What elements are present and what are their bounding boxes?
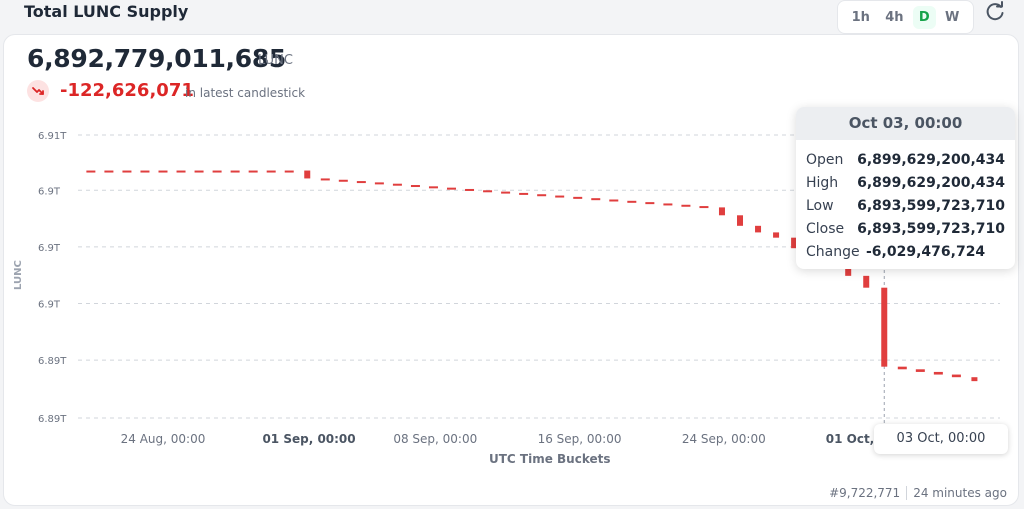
block-number: #9,722,771 [829, 486, 901, 500]
candle [755, 225, 762, 233]
tooltip-value: 6,899,629,200,434 [857, 174, 1005, 191]
candle [663, 203, 673, 206]
candle [86, 170, 96, 173]
tooltip-row-low: Low 6,893,599,723,710 [806, 194, 1005, 217]
candle [555, 195, 565, 198]
candle [284, 170, 294, 173]
y-tick-label: 6.9T [38, 186, 61, 197]
candle [428, 186, 438, 189]
candle [915, 369, 925, 372]
candle [176, 170, 186, 173]
candle [951, 374, 961, 378]
candle [863, 275, 870, 288]
candle [609, 199, 619, 202]
candle [104, 170, 114, 173]
tooltip-value: 6,893,599,723,710 [857, 197, 1005, 214]
x-tick-label: 24 Aug, 00:00 [121, 432, 206, 446]
candle [122, 170, 132, 173]
candle [645, 202, 655, 205]
candle [158, 170, 168, 173]
candle [791, 237, 798, 249]
candle [338, 179, 348, 182]
candle [374, 182, 384, 185]
tooltip-label: Change [806, 243, 860, 260]
candle [537, 194, 547, 197]
tooltip-label: Open [806, 151, 844, 168]
trend-down-icon [27, 80, 49, 102]
supply-change-value: -122,626,071 [60, 80, 194, 101]
candle [627, 200, 637, 203]
tooltip-label: Low [806, 197, 834, 214]
y-tick-label: 6.89T [38, 356, 67, 367]
y-tick-label: 6.9T [38, 299, 61, 310]
tooltip-row-high: High 6,899,629,200,434 [806, 171, 1005, 194]
candle [410, 185, 420, 188]
tooltip-value: -6,029,476,724 [866, 243, 986, 260]
last-updated: 24 minutes ago [913, 486, 1007, 500]
candle [773, 232, 780, 238]
refresh-icon[interactable] [984, 1, 1006, 23]
candle-tooltip: Oct 03, 00:00 Open 6,899,629,200,434 Hig… [796, 107, 1015, 269]
candle [304, 170, 311, 179]
total-supply-value: 6,892,779,011,685 [27, 44, 287, 73]
candle [483, 190, 493, 193]
candle [140, 170, 150, 173]
candle [248, 170, 258, 173]
tooltip-row-change: Change -6,029,476,724 [806, 240, 1005, 263]
candle [737, 215, 744, 226]
chart-title: Total LUNC Supply [24, 2, 189, 21]
interval-4h-button[interactable]: 4h [885, 9, 904, 25]
candle [933, 371, 943, 375]
supply-unit: LUNC [258, 53, 293, 68]
interval-d-button[interactable]: D [912, 5, 936, 29]
y-tick-label: 6.9T [38, 243, 61, 254]
y-tick-label: 6.91T [38, 131, 67, 142]
x-tick-label: 01 Oct, [826, 432, 875, 446]
candle [230, 170, 240, 173]
candle [681, 204, 691, 207]
x-tick-label: 16 Sep, 00:00 [538, 432, 622, 446]
tooltip-label: Close [806, 220, 845, 237]
tooltip-value: 6,899,629,200,434 [857, 151, 1005, 168]
interval-1h-button[interactable]: 1h [851, 9, 870, 25]
candle [881, 287, 888, 367]
candle [699, 206, 709, 209]
tooltip-value: 6,893,599,723,710 [857, 220, 1005, 237]
candle [591, 198, 601, 201]
candle [266, 170, 276, 173]
x-axis-label: UTC Time Buckets [489, 452, 611, 466]
x-tick-label: 01 Sep, 00:00 [262, 432, 355, 446]
tooltip-row-open: Open 6,899,629,200,434 [806, 148, 1005, 171]
candle [845, 265, 852, 276]
y-tick-label: 6.89T [38, 414, 67, 425]
tooltip-date: Oct 03, 00:00 [796, 107, 1015, 140]
candle [212, 170, 222, 173]
tooltip-label: High [806, 174, 839, 191]
candle [897, 366, 907, 370]
candle [356, 181, 366, 184]
candle [392, 183, 402, 186]
supply-change-note: in latest candlestick [185, 86, 306, 100]
candle [194, 170, 204, 173]
interval-selector: 1h 4h D W [837, 0, 974, 34]
candle [573, 196, 583, 199]
candle [971, 377, 978, 382]
y-axis-label: LUNC [13, 260, 24, 290]
candle [320, 178, 330, 181]
x-tick-label: 24 Sep, 00:00 [682, 432, 766, 446]
candle [501, 191, 511, 194]
candle [447, 187, 457, 190]
chart-footer: #9,722,771 24 minutes ago [829, 486, 1007, 500]
crosshair-date-label: 03 Oct, 00:00 [874, 424, 1008, 454]
x-tick-label: 08 Sep, 00:00 [393, 432, 477, 446]
candle [519, 192, 529, 195]
candle [718, 207, 725, 216]
interval-w-button[interactable]: W [944, 9, 960, 25]
footer-divider [906, 486, 908, 500]
tooltip-row-close: Close 6,893,599,723,710 [806, 217, 1005, 240]
candle [465, 188, 475, 191]
